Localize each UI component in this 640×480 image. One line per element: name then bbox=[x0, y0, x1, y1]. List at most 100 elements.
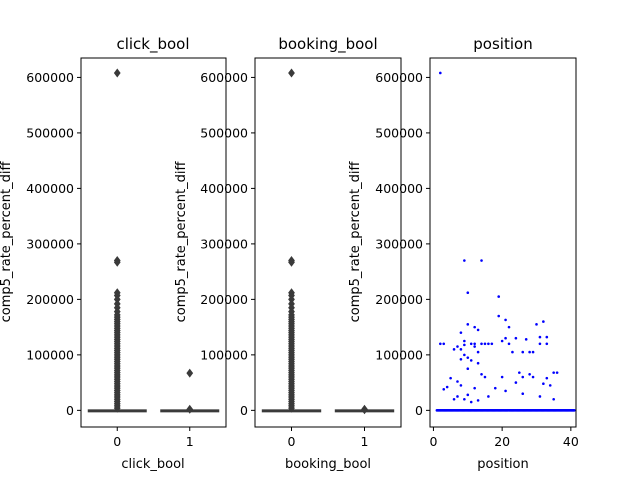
scatter-point bbox=[504, 336, 507, 340]
scatter-point bbox=[459, 331, 463, 334]
scatter-point bbox=[449, 376, 452, 380]
scatter-point bbox=[476, 399, 480, 402]
y-tick-label: 200000 bbox=[375, 292, 423, 307]
outlier-point bbox=[113, 403, 121, 413]
panel-1-frame bbox=[80, 57, 227, 428]
scatter-point bbox=[507, 325, 511, 329]
scatter-point bbox=[542, 320, 545, 323]
panel-1-y-ticks: 0 100000 200000 300000 400000 500000 600000 bbox=[26, 70, 81, 418]
scatter-point bbox=[456, 380, 459, 383]
scatter-point bbox=[459, 358, 463, 361]
scatter-point bbox=[531, 350, 535, 354]
y-tick-label: 600000 bbox=[26, 70, 74, 85]
scatter-point bbox=[442, 387, 446, 391]
scatter-point bbox=[535, 323, 538, 326]
x-tick-label: 0 bbox=[113, 434, 121, 449]
panel-position: position 0 100000 200000 300000 400000 500000… bbox=[348, 35, 579, 472]
panel-2-plot bbox=[261, 68, 395, 415]
scatter-point bbox=[480, 372, 483, 376]
box-0 bbox=[261, 68, 322, 413]
scatter-point bbox=[487, 342, 490, 346]
panel-2-frame bbox=[254, 57, 402, 428]
panel-3-x-ticks: 0 20 40 bbox=[429, 427, 579, 449]
scatter-point bbox=[514, 336, 518, 340]
panel-1-title: click_bool bbox=[116, 35, 189, 54]
scatter-point bbox=[521, 392, 525, 396]
scatter-point bbox=[528, 350, 531, 354]
x-tick-label: 1 bbox=[186, 434, 194, 449]
scatter-point bbox=[514, 381, 518, 384]
scatter-point bbox=[528, 372, 531, 376]
x-tick-label: 0 bbox=[429, 434, 437, 449]
x-tick-label: 20 bbox=[494, 434, 510, 449]
scatter-point bbox=[473, 342, 476, 346]
y-tick-label: 100000 bbox=[375, 347, 423, 362]
y-tick-label: 300000 bbox=[26, 236, 74, 251]
y-tick-label: 100000 bbox=[26, 347, 74, 362]
scatter-point bbox=[452, 348, 456, 351]
scatter-point bbox=[439, 71, 442, 75]
box-0 bbox=[87, 68, 147, 413]
y-tick-label: 600000 bbox=[375, 70, 423, 85]
outlier-point bbox=[361, 405, 368, 415]
scatter-point bbox=[521, 350, 525, 354]
scatter-point bbox=[456, 395, 459, 398]
panel-2-y-label: comp5_rate_percent_diff bbox=[174, 161, 189, 323]
y-tick-label: 500000 bbox=[375, 125, 423, 140]
scatter-point bbox=[463, 343, 466, 347]
scatter-point bbox=[476, 361, 480, 365]
outlier-point bbox=[186, 404, 194, 414]
scatter-point bbox=[511, 350, 514, 354]
scatter-point bbox=[466, 393, 470, 397]
scatter-point bbox=[487, 395, 490, 398]
scatter-point bbox=[476, 328, 480, 332]
scatter-point bbox=[463, 353, 466, 357]
scatter-point bbox=[545, 376, 549, 380]
panel-2-y-ticks: 0 100000 200000 300000 400000 500000 600000 bbox=[200, 70, 255, 418]
scatter-point bbox=[490, 342, 494, 346]
x-tick-label: 40 bbox=[563, 434, 579, 449]
scatter-point bbox=[555, 371, 559, 374]
scatter-point bbox=[504, 318, 507, 322]
scatter-point bbox=[452, 397, 456, 401]
y-tick-label: 400000 bbox=[200, 181, 248, 196]
y-tick-label: 500000 bbox=[26, 125, 74, 140]
scatter-point bbox=[504, 389, 507, 393]
scatter-point bbox=[439, 342, 442, 346]
panel-3-x-label: position bbox=[477, 457, 529, 472]
panel-2-x-label: booking_bool bbox=[285, 457, 371, 472]
outlier-point bbox=[288, 403, 295, 413]
panel-2-title: booking_bool bbox=[278, 35, 377, 54]
scatter-point bbox=[466, 291, 470, 295]
y-tick-label: 0 bbox=[240, 403, 248, 418]
scatter-point bbox=[483, 342, 487, 346]
outlier-point bbox=[186, 368, 194, 378]
y-tick-label: 100000 bbox=[200, 347, 248, 362]
scatter-point bbox=[548, 384, 552, 387]
scatter-point bbox=[442, 342, 446, 346]
scatter-point bbox=[500, 339, 504, 343]
scatter-point bbox=[480, 259, 483, 262]
outlier-point bbox=[113, 257, 121, 267]
scatter-point bbox=[473, 325, 476, 329]
panel-3-y-label: comp5_rate_percent_diff bbox=[348, 161, 363, 323]
scatter-point bbox=[469, 359, 473, 362]
y-tick-label: 400000 bbox=[26, 181, 74, 196]
y-tick-label: 600000 bbox=[200, 70, 248, 85]
scatter-point bbox=[552, 397, 555, 401]
scatter-point bbox=[459, 348, 463, 351]
panel-3-title: position bbox=[473, 35, 532, 53]
panel-3-plot bbox=[435, 71, 576, 412]
scatter-point bbox=[572, 409, 576, 412]
y-tick-label: 500000 bbox=[200, 125, 248, 140]
panel-3-frame bbox=[429, 57, 577, 428]
scatter-point bbox=[524, 338, 528, 341]
scatter-point bbox=[545, 335, 549, 339]
panel-click-bool: click_bool 0 100000 200000 300000 400000 5000… bbox=[0, 35, 227, 472]
scatter-point bbox=[463, 339, 466, 343]
panel-1-y-label: comp5_rate_percent_diff bbox=[0, 161, 14, 323]
scatter-point bbox=[497, 295, 501, 298]
y-tick-label: 300000 bbox=[200, 236, 248, 251]
